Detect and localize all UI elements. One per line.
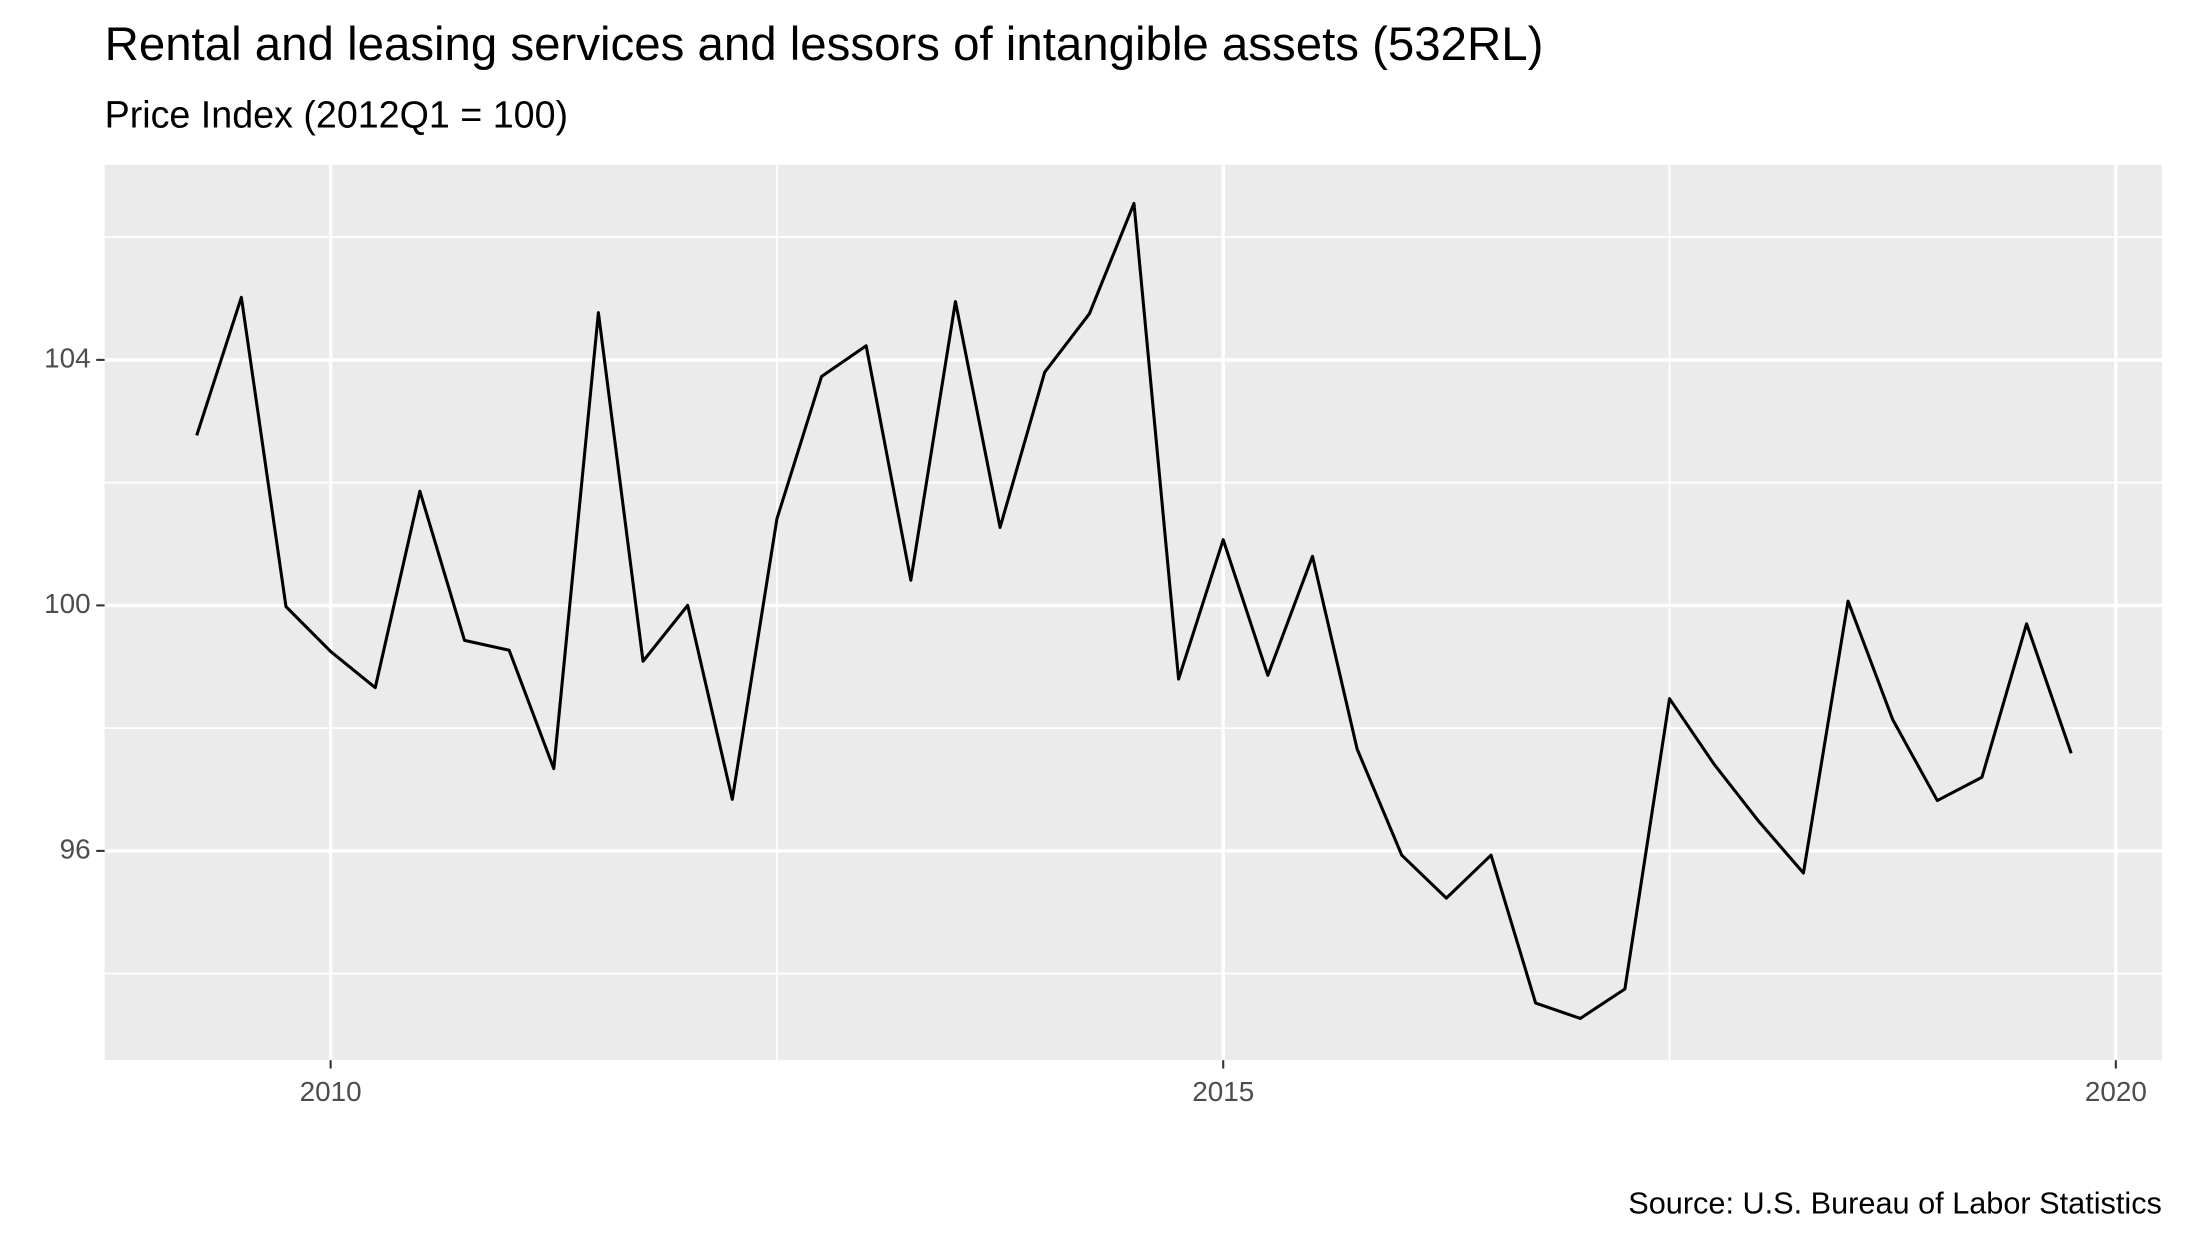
x-tick-label: 2015: [1192, 1076, 1254, 1107]
caption: Source: U.S. Bureau of Labor Statistics: [1628, 1185, 2162, 1220]
y-tick-label: 100: [44, 588, 91, 619]
chart-subtitle: Price Index (2012Q1 = 100): [105, 93, 568, 135]
plot-panel: [104, 164, 2162, 1061]
chart-title: Rental and leasing services and lessors …: [105, 18, 1544, 71]
x-tick-label: 2010: [300, 1076, 362, 1107]
x-tick-label: 2020: [2085, 1076, 2147, 1107]
y-tick-label: 96: [60, 833, 91, 864]
data-line: [195, 201, 2073, 1020]
y-tick-label: 104: [44, 342, 91, 373]
